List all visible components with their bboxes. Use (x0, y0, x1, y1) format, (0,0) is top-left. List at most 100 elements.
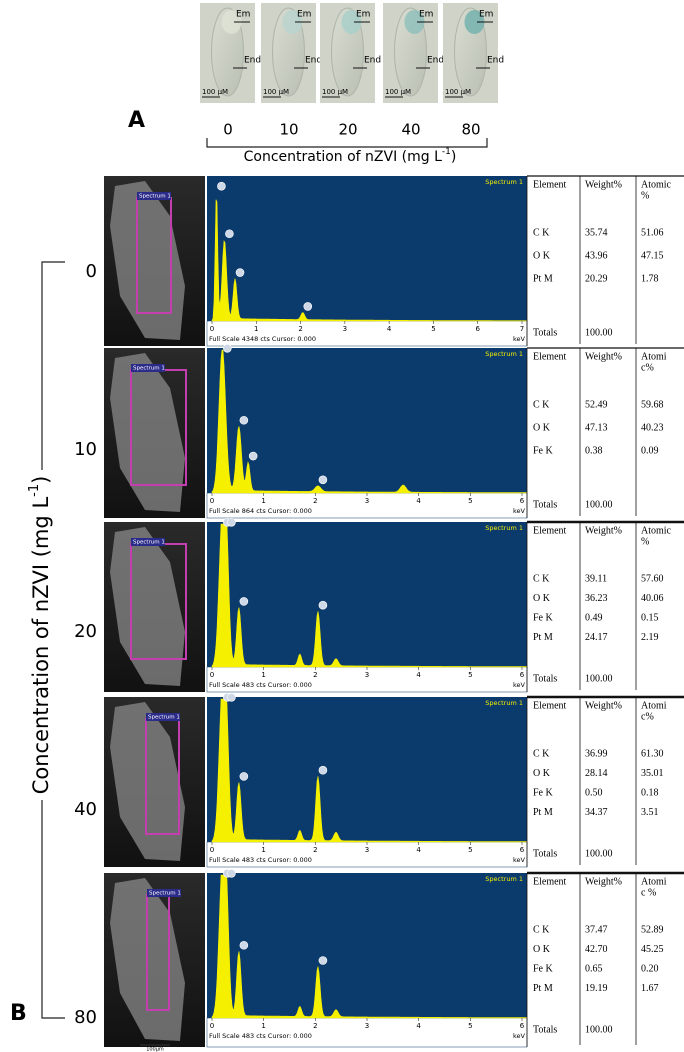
table-cell: O K (533, 593, 551, 604)
embryo-stain (341, 10, 362, 34)
table-total: Totals (533, 673, 557, 684)
table-cell: 0.65 (585, 963, 603, 974)
end-label: End (364, 56, 381, 66)
em-label: Em (356, 10, 370, 20)
table-header: Weight% (585, 179, 622, 190)
spectrum-axis-band (206, 666, 528, 693)
scale-label: 100µm (146, 1047, 164, 1052)
tick-label: 1 (261, 671, 265, 679)
spectrum-axis-band (206, 320, 528, 347)
spectrum-title: Spectrum 1 (485, 178, 523, 186)
table-total: Totals (533, 327, 557, 338)
peak-marker (235, 268, 245, 277)
tick-label: 5 (468, 671, 472, 679)
table-cell: 1.78 (641, 273, 659, 284)
table-cell: 0.49 (585, 612, 603, 623)
concentration: 0 (86, 261, 97, 282)
table-header: c% (641, 362, 654, 373)
table-cell: 52.49 (585, 399, 608, 410)
table-cell: Fe K (533, 612, 554, 623)
peak-marker (318, 475, 328, 485)
tick-label: 2 (313, 1022, 317, 1030)
table-cell: 24.17 (585, 632, 608, 643)
table-cell: Fe K (533, 787, 554, 798)
table-cell: 42.70 (585, 944, 608, 955)
table-header: Element (533, 351, 567, 362)
tick-label: 0 (210, 1022, 214, 1030)
table-header: % (641, 536, 649, 547)
table-header: Atomi (641, 351, 667, 362)
peak-marker (225, 229, 234, 239)
concentration: 10 (279, 121, 298, 139)
table-total: 100.00 (585, 673, 613, 684)
table-cell: 19.19 (585, 983, 608, 994)
table-cell: Pt M (533, 632, 553, 643)
concentration: 0 (223, 121, 233, 139)
tick-label: 3 (365, 497, 369, 505)
table-cell: 0.20 (641, 963, 659, 974)
table-header: Element (533, 179, 567, 190)
bracket (41, 261, 65, 1019)
table-cell: 36.23 (585, 593, 608, 604)
concentration: 80 (461, 121, 480, 139)
concentration: 10 (74, 439, 97, 460)
roi-tag (137, 192, 171, 200)
table-header: Weight% (585, 525, 622, 536)
table-cell: 35.01 (641, 768, 664, 779)
spectrum-trace (211, 523, 528, 668)
tick-label: 3 (365, 1022, 369, 1030)
table-cell: C K (533, 924, 550, 935)
table-header: Weight% (585, 700, 622, 711)
table-header: % (641, 190, 649, 201)
concentration: 20 (74, 621, 97, 642)
tick-label: 2 (313, 497, 317, 505)
tick-label: 3 (343, 325, 347, 333)
tick-label: 5 (431, 325, 435, 333)
table-cell: O K (533, 250, 551, 261)
roi-tag (147, 889, 181, 897)
tick-label: 3 (365, 846, 369, 854)
peak-marker (318, 765, 328, 775)
table-cell: 0.09 (641, 445, 659, 456)
table-cell: 43.96 (585, 250, 608, 261)
roi-label: Spectrum 1 (133, 540, 165, 546)
end-label: End (487, 56, 504, 66)
table-cell: 57.60 (641, 573, 664, 584)
tick-label: 6 (520, 846, 525, 854)
table-header: Weight% (585, 876, 622, 887)
table-cell: C K (533, 573, 550, 584)
table-cell: 36.99 (585, 748, 608, 759)
spectrum-axis-band (206, 492, 528, 519)
panel-label: A (128, 108, 145, 133)
table-cell: 52.89 (641, 924, 664, 935)
table-cell: C K (533, 748, 550, 759)
tick-label: 5 (468, 846, 472, 854)
table-header: c% (641, 711, 654, 722)
roi-tag (146, 713, 180, 721)
table-cell: 1.67 (641, 983, 659, 994)
specimen (110, 702, 185, 861)
spectrum-trace (211, 698, 528, 843)
table-cell: 0.18 (641, 787, 659, 798)
concentration: 40 (74, 799, 97, 820)
table-cell: 47.13 (585, 422, 608, 433)
spectrum-footer: Full Scale 483 cts Cursor: 0.000 (209, 1032, 312, 1040)
table-cell: C K (533, 399, 550, 410)
unit-label: keV (513, 681, 526, 689)
tick-label: 4 (416, 1022, 421, 1030)
concentration: 20 (338, 121, 357, 139)
table-cell: 39.11 (585, 573, 607, 584)
spectrum-title: Spectrum 1 (485, 699, 523, 707)
peak-marker (227, 868, 236, 878)
table-cell: 35.74 (585, 227, 608, 238)
em-label: Em (236, 10, 250, 20)
roi-label: Spectrum 1 (149, 891, 181, 897)
roi-label: Spectrum 1 (133, 366, 165, 372)
tick-label: 2 (298, 325, 302, 333)
table-cell: 2.19 (641, 632, 659, 643)
table-total: 100.00 (585, 1024, 613, 1035)
end-label: End (427, 56, 444, 66)
tick-label: 3 (365, 671, 369, 679)
tick-label: 0 (210, 325, 214, 333)
table-cell: C K (533, 227, 550, 238)
